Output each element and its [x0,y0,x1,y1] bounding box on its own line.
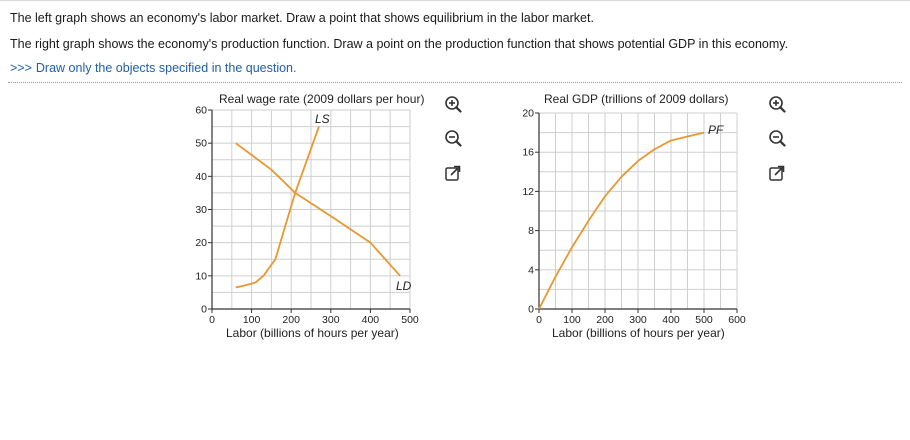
labor-market-x-tick-label: 300 [322,314,340,326]
labor-market-y-tick-label: 0 [201,304,207,316]
production-function-axes: 0 100 200 300 400 500 600 0 4 8 12 16 20 [522,108,746,327]
labor-market-x-tick-label: 0 [209,314,215,326]
labor-market-y-tick-label: 40 [195,171,207,183]
labor-market-axes: 0 100 200 300 400 500 0 10 20 30 40 50 60 [195,105,419,327]
production-function-y-tick-label: 12 [522,186,534,198]
question-line-1: The left graph shows an economy's labor … [10,11,594,25]
external-link-icon[interactable] [444,164,462,182]
labor-market-y-tick-label: 30 [195,204,207,216]
external-link-icon[interactable] [768,164,786,182]
production-function-grid [538,112,738,310]
labor-market-x-tick-label: 400 [362,314,380,326]
production-function-curve-pf[interactable] [538,131,705,310]
labor-market-y-tick-label: 60 [195,105,207,117]
zoom-in-icon[interactable] [768,95,786,113]
top-divider [0,0,910,1]
production-function-x-tick-label: 0 [536,314,542,326]
labor-market-curve-ld[interactable] [235,142,401,277]
labor-market-ylabel: Real wage rate (2009 dollars per hour) [219,92,424,106]
instruction-text: >>> Draw only the objects specified in th… [10,61,296,75]
labor-supply-label: LS [315,112,330,126]
production-function-curves[interactable] [538,131,705,310]
labor-market-y-tick-label: 50 [195,138,207,150]
instruction-arrows: >>> [10,61,32,75]
production-function-x-tick-label: 300 [629,314,647,326]
production-function-y-tick-label: 20 [522,108,534,120]
zoom-out-icon[interactable] [444,129,462,147]
zoom-out-icon[interactable] [768,129,786,147]
production-function-x-tick-label: 500 [695,314,713,326]
labor-market-x-tick-label: 100 [243,314,261,326]
labor-market-curve-ls[interactable] [235,126,320,289]
production-function-x-tick-label: 600 [728,314,746,326]
production-function-y-tick-label: 4 [528,264,534,276]
production-function-y-tick-label: 0 [528,304,534,316]
instruction-label: Draw only the objects specified in the q… [35,61,297,75]
labor-market-y-tick-label: 10 [195,270,207,282]
production-function-x-tick-label: 400 [662,314,680,326]
labor-market-curves[interactable] [235,126,401,289]
production-function-ylabel: Real GDP (trillions of 2009 dollars) [544,92,729,106]
labor-market-grid [211,109,411,310]
production-function-x-tick-label: 100 [563,314,581,326]
labor-demand-label: LD [396,279,412,293]
labor-market-y-tick-label: 20 [195,237,207,249]
dotted-divider [8,82,902,83]
labor-market-x-tick-label: 200 [282,314,300,326]
production-function-y-tick-label: 16 [522,147,534,159]
zoom-in-icon[interactable] [444,95,462,113]
labor-market-xlabel: Labor (billions of hours per year) [226,326,399,340]
labor-market-x-tick-label: 500 [401,314,419,326]
production-function-label: PF [708,123,724,137]
production-function-xlabel: Labor (billions of hours per year) [552,326,725,340]
production-function-x-tick-label: 200 [596,314,614,326]
production-function-y-tick-label: 8 [528,225,534,237]
question-line-2: The right graph shows the economy's prod… [10,37,789,51]
